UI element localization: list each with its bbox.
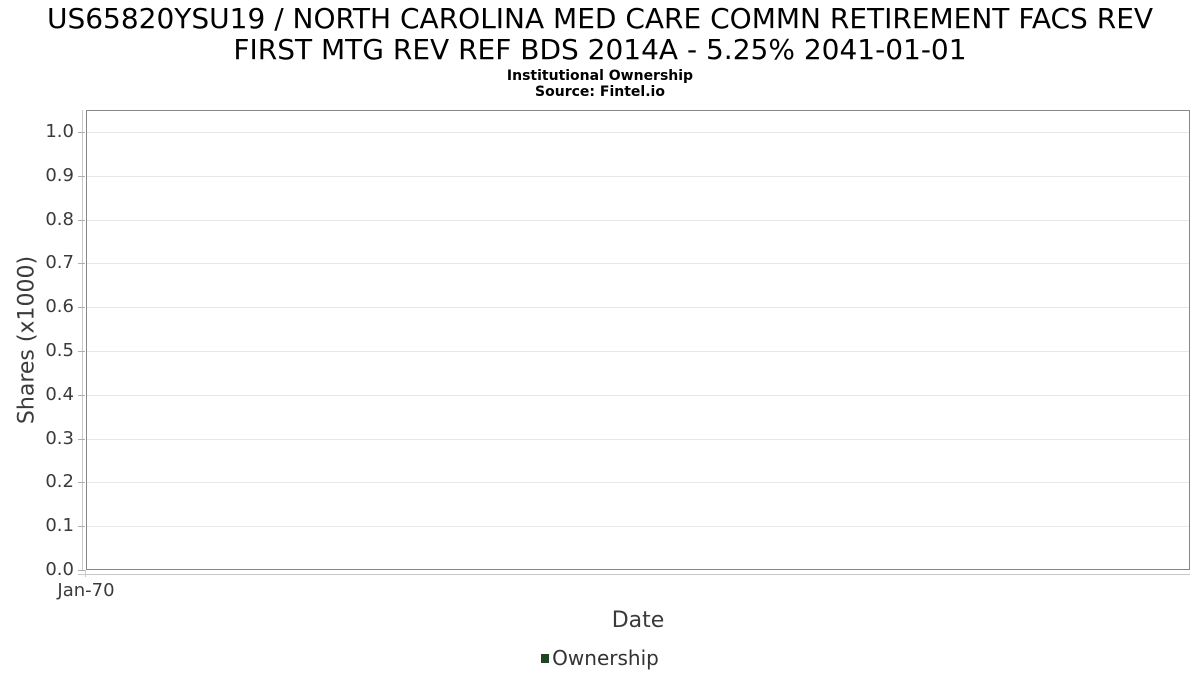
y-tick-mark — [78, 263, 85, 264]
chart-title: US65820YSU19 / NORTH CAROLINA MED CARE C… — [0, 3, 1200, 65]
y-tick-label: 0.6 — [45, 296, 74, 317]
gridline — [87, 482, 1189, 483]
legend-item-ownership: Ownership — [541, 646, 659, 670]
gridline — [87, 439, 1189, 440]
chart-subtitle: Institutional Ownership — [506, 68, 694, 84]
x-axis-tick-mark — [85, 570, 86, 577]
gridline — [87, 263, 1189, 264]
y-tick-label: 0.0 — [45, 559, 74, 580]
y-tick-mark — [78, 395, 85, 396]
plot-area — [86, 110, 1190, 570]
chart-source-credit: Source: Fintel.io — [535, 84, 665, 100]
gridline — [87, 351, 1189, 352]
legend-label: Ownership — [552, 646, 659, 670]
gridline — [87, 176, 1189, 177]
y-tick-label: 0.3 — [45, 428, 74, 449]
y-tick-label: 1.0 — [45, 121, 74, 142]
y-tick-label: 0.1 — [45, 515, 74, 536]
x-tick-label: Jan-70 — [57, 580, 115, 601]
gridline — [87, 132, 1189, 133]
x-axis-title: Date — [611, 608, 665, 633]
y-tick-mark — [78, 570, 85, 571]
y-tick-label: 0.2 — [45, 471, 74, 492]
y-tick-label: 0.8 — [45, 209, 74, 230]
y-axis-line — [82, 110, 83, 571]
y-tick-mark — [78, 220, 85, 221]
y-tick-label: 0.4 — [45, 384, 74, 405]
chart-title-line2: FIRST MTG REV REF BDS 2014A - 5.25% 2041… — [233, 33, 967, 66]
y-tick-mark — [78, 351, 85, 352]
legend-marker-icon — [541, 653, 550, 663]
y-tick-label: 0.9 — [45, 165, 74, 186]
y-tick-mark — [78, 482, 85, 483]
gridline — [87, 395, 1189, 396]
legend: Ownership — [0, 646, 1200, 670]
y-tick-mark — [78, 439, 85, 440]
y-tick-label: 0.5 — [45, 340, 74, 361]
y-tick-label: 0.7 — [45, 252, 74, 273]
gridline — [87, 307, 1189, 308]
chart-title-line1: US65820YSU19 / NORTH CAROLINA MED CARE C… — [46, 2, 1154, 35]
y-tick-mark — [78, 176, 85, 177]
gridline — [87, 526, 1189, 527]
y-tick-mark — [78, 526, 85, 527]
x-axis-line — [78, 574, 1190, 575]
y-tick-mark — [78, 307, 85, 308]
gridline — [87, 220, 1189, 221]
y-tick-mark — [78, 132, 85, 133]
